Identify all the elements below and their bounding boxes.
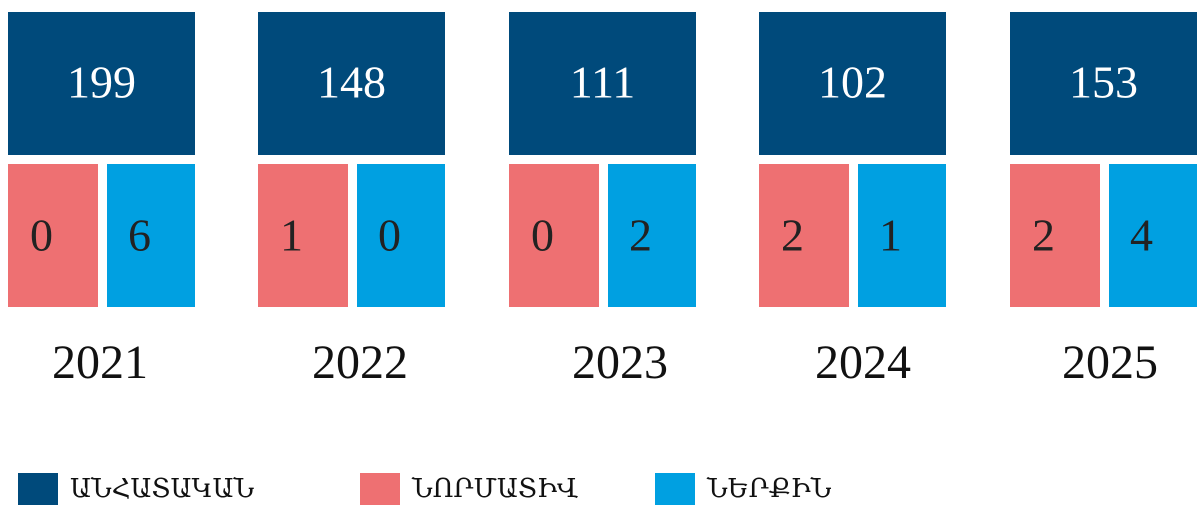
total-box	[258, 12, 445, 155]
legend-swatch	[18, 473, 58, 505]
total-value: 153	[1069, 57, 1138, 108]
internal-box	[107, 164, 195, 307]
internal-value: 4	[1130, 210, 1153, 261]
internal-box	[608, 164, 696, 307]
normative-box	[509, 164, 599, 307]
total-value: 111	[570, 57, 636, 108]
legend-swatch	[655, 473, 695, 505]
legend-swatch	[360, 473, 400, 505]
internal-value: 6	[128, 210, 151, 261]
internal-value: 1	[879, 210, 902, 261]
total-value: 148	[317, 57, 386, 108]
total-box	[1010, 12, 1197, 155]
normative-value: 0	[531, 210, 554, 261]
normative-value: 0	[30, 210, 53, 261]
normative-box	[759, 164, 849, 307]
normative-value: 2	[781, 210, 804, 261]
year-label: 2021	[52, 336, 148, 389]
internal-box	[1109, 164, 1197, 307]
year-label: 2023	[572, 336, 668, 389]
normative-value: 1	[280, 210, 303, 261]
internal-box	[858, 164, 946, 307]
internal-value: 2	[629, 210, 652, 261]
total-box	[509, 12, 696, 155]
internal-box	[357, 164, 445, 307]
normative-box	[1010, 164, 1100, 307]
normative-box	[8, 164, 98, 307]
total-value: 199	[67, 57, 136, 108]
total-box	[8, 12, 195, 155]
legend-label: ՆԵՐՔԻՆ	[706, 474, 832, 503]
total-box	[759, 12, 946, 155]
year-label: 2024	[815, 336, 911, 389]
legend-label: ՆՈՐՄԱՏԻՎ	[411, 474, 579, 503]
year-label: 2025	[1062, 336, 1158, 389]
legend-label: ԱՆՀԱՏԱԿԱՆ	[70, 474, 255, 503]
internal-value: 0	[378, 210, 401, 261]
normative-value: 2	[1032, 210, 1055, 261]
year-label: 2022	[312, 336, 408, 389]
total-value: 102	[818, 57, 887, 108]
normative-box	[258, 164, 348, 307]
